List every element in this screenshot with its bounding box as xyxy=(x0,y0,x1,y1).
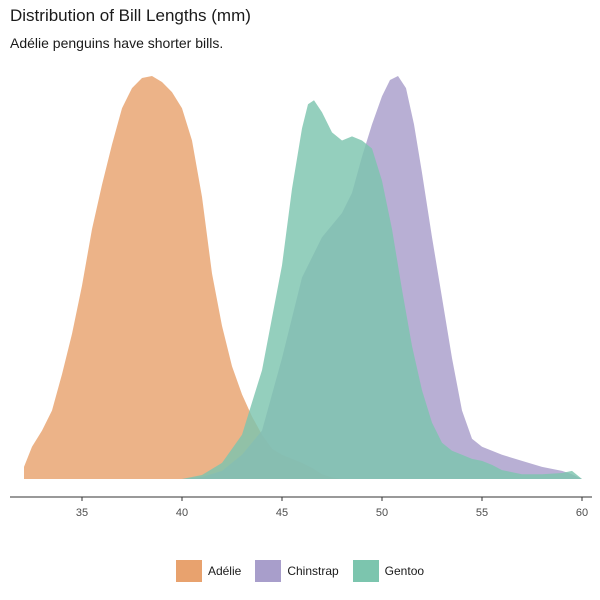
legend-swatch xyxy=(175,560,202,582)
x-tick-label: 40 xyxy=(176,507,188,519)
legend-item: Gentoo xyxy=(352,560,425,582)
legend-label: Gentoo xyxy=(384,564,425,578)
legend-swatch xyxy=(352,560,379,582)
x-tick-label: 60 xyxy=(576,507,588,519)
legend-item: Chinstrap xyxy=(255,560,339,582)
chart-title: Distribution of Bill Lengths (mm) xyxy=(10,6,251,25)
x-tick-label: 35 xyxy=(76,507,88,519)
legend: Adélie Chinstrap Gentoo xyxy=(0,560,600,582)
x-tick-label: 55 xyxy=(476,507,488,519)
x-tick-label: 45 xyxy=(276,507,288,519)
legend-swatch xyxy=(255,560,282,582)
chart-subtitle: Adélie penguins have shorter bills. xyxy=(10,35,224,51)
density-area-adlie xyxy=(24,76,342,479)
x-axis-ticks: 35 40 45 50 55 60 xyxy=(76,497,588,519)
density-areas xyxy=(24,76,582,479)
density-area-gentoo xyxy=(182,100,582,479)
x-tick-label: 50 xyxy=(376,507,388,519)
legend-item: Adélie xyxy=(175,560,242,582)
legend-label: Chinstrap xyxy=(287,564,339,578)
legend-label: Adélie xyxy=(207,564,242,578)
